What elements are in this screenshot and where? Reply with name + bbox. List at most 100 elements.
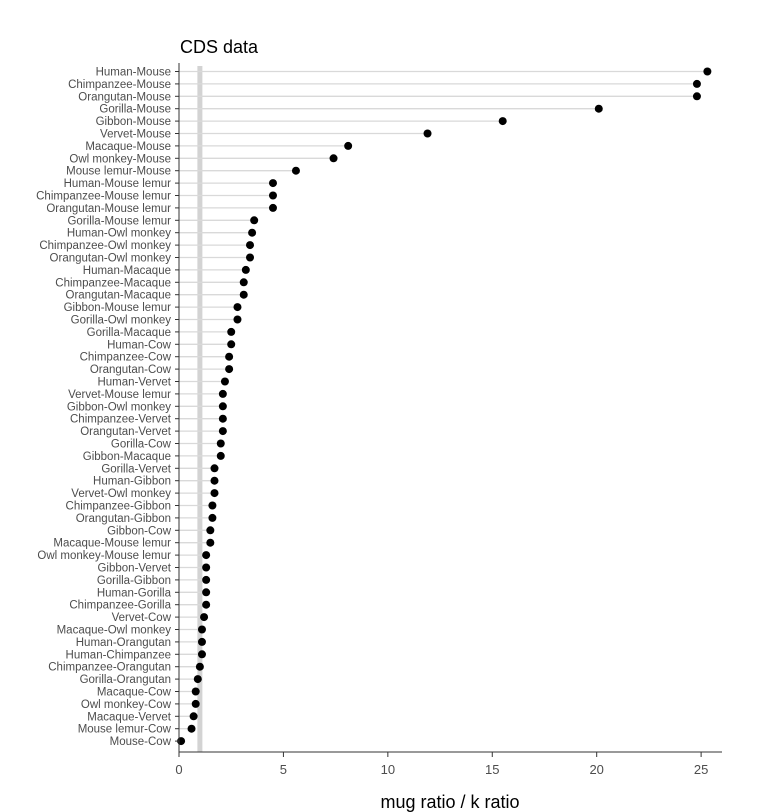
data-point	[233, 315, 242, 324]
y-tick-label: Chimpanzee-Cow	[80, 352, 172, 364]
data-point	[202, 588, 211, 597]
data-point	[225, 352, 234, 361]
data-point	[197, 650, 206, 659]
y-tick-label: Orangutan-Owl monkey	[50, 253, 172, 265]
y-tick-label: Chimpanzee-Gorilla	[69, 600, 171, 612]
data-point	[202, 575, 211, 584]
data-point	[202, 600, 211, 609]
y-tick-label: Orangutan-Macaque	[66, 290, 171, 302]
y-tick-marks	[175, 71, 179, 742]
data-point	[202, 563, 211, 572]
data-point	[191, 687, 200, 696]
data-point	[218, 389, 227, 398]
data-point	[197, 637, 206, 646]
y-tick-label: Gibbon-Macaque	[83, 451, 171, 463]
y-tick-label: Gorilla-Macaque	[87, 327, 171, 339]
data-point	[498, 117, 507, 126]
y-tick-label: Orangutan-Gibbon	[76, 513, 171, 525]
data-point	[216, 451, 225, 460]
data-point	[239, 278, 248, 287]
data-point	[210, 489, 219, 498]
y-tick-label: Gibbon-Vervet	[97, 563, 171, 575]
y-tick-label: Gibbon-Mouse	[96, 116, 171, 128]
y-tick-label: Human-Gibbon	[93, 476, 171, 488]
data-point	[246, 253, 255, 262]
x-axis-label: mug ratio / k ratio	[380, 792, 519, 812]
data-point	[218, 427, 227, 436]
y-tick-label: Orangutan-Cow	[90, 364, 172, 376]
y-tick-label: Vervet-Mouse	[100, 129, 171, 141]
y-tick-label: Gorilla-Owl monkey	[71, 315, 172, 327]
y-tick-label: Chimpanzee-Mouse	[68, 79, 171, 91]
data-point	[218, 414, 227, 423]
data-point	[248, 228, 257, 237]
data-point	[692, 92, 701, 101]
y-tick-label: Owl monkey-Mouse	[69, 153, 171, 165]
y-tick-label: Gorilla-Cow	[111, 439, 172, 451]
x-tick-label: 0	[175, 762, 182, 777]
data-point	[187, 724, 196, 733]
y-tick-label: Orangutan-Vervet	[80, 426, 172, 438]
y-tick-label: Gorilla-Orangutan	[80, 674, 171, 686]
data-point	[692, 79, 701, 88]
data-point	[220, 377, 229, 386]
y-tick-label: Orangutan-Mouse lemur	[46, 203, 171, 215]
y-tick-label: Chimpanzee-Owl monkey	[39, 240, 171, 252]
y-tick-label: Vervet-Cow	[112, 612, 172, 624]
data-point	[202, 551, 211, 560]
y-tick-label: Human-Mouse	[96, 67, 171, 79]
y-tick-label: Human-Mouse lemur	[64, 178, 172, 190]
y-tick-label: Owl monkey-Mouse lemur	[37, 550, 171, 562]
y-tick-label: Mouse-Cow	[110, 736, 172, 748]
y-tick-label: Gorilla-Vervet	[101, 463, 171, 475]
y-tick-label: Human-Cow	[107, 339, 172, 351]
y-tick-label: Gibbon-Mouse lemur	[64, 302, 172, 314]
data-point	[239, 290, 248, 299]
data-point	[241, 265, 250, 274]
y-tick-label: Human-Chimpanzee	[66, 649, 171, 661]
y-tick-label: Owl monkey-Cow	[81, 699, 172, 711]
data-point	[218, 402, 227, 411]
x-tick-label: 15	[485, 762, 499, 777]
y-tick-label: Gorilla-Mouse	[99, 104, 171, 116]
y-tick-label: Macaque-Cow	[97, 687, 172, 699]
y-tick-label: Human-Orangutan	[76, 637, 171, 649]
y-tick-label: Gorilla-Mouse lemur	[67, 215, 171, 227]
y-tick-label: Gibbon-Cow	[107, 525, 172, 537]
segments	[179, 70, 708, 742]
data-point	[594, 104, 603, 113]
data-point	[344, 141, 353, 150]
data-point	[206, 538, 215, 547]
data-point	[423, 129, 432, 138]
reference-line	[197, 66, 203, 752]
data-point	[268, 179, 277, 188]
data-point	[195, 662, 204, 671]
x-tick-label: 10	[381, 762, 395, 777]
data-point	[329, 154, 338, 163]
y-tick-label: Vervet-Mouse lemur	[68, 389, 171, 401]
y-tick-label: Human-Vervet	[97, 377, 171, 389]
data-point	[225, 365, 234, 374]
y-tick-label: Chimpanzee-Mouse lemur	[36, 191, 171, 203]
x-tick-label: 20	[589, 762, 603, 777]
y-tick-label: Macaque-Mouse	[85, 141, 171, 153]
x-tick-label: 25	[694, 762, 708, 777]
y-tick-label: Chimpanzee-Gibbon	[66, 501, 171, 513]
data-point	[208, 513, 217, 522]
points	[177, 67, 712, 746]
y-tick-label: Vervet-Owl monkey	[71, 488, 171, 500]
chart-title: CDS data	[180, 37, 259, 57]
data-point	[268, 191, 277, 200]
data-point	[216, 439, 225, 448]
data-point	[210, 464, 219, 473]
data-point	[200, 613, 209, 622]
y-tick-label: Mouse lemur-Mouse	[66, 166, 171, 178]
y-tick-label: Macaque-Owl monkey	[57, 625, 172, 637]
data-point	[208, 501, 217, 510]
y-tick-label: Macaque-Vervet	[87, 711, 172, 723]
data-point	[250, 216, 259, 225]
y-tick-label: Gorilla-Gibbon	[97, 575, 171, 587]
x-axis: 0 5 10 15 20 25	[175, 751, 722, 777]
